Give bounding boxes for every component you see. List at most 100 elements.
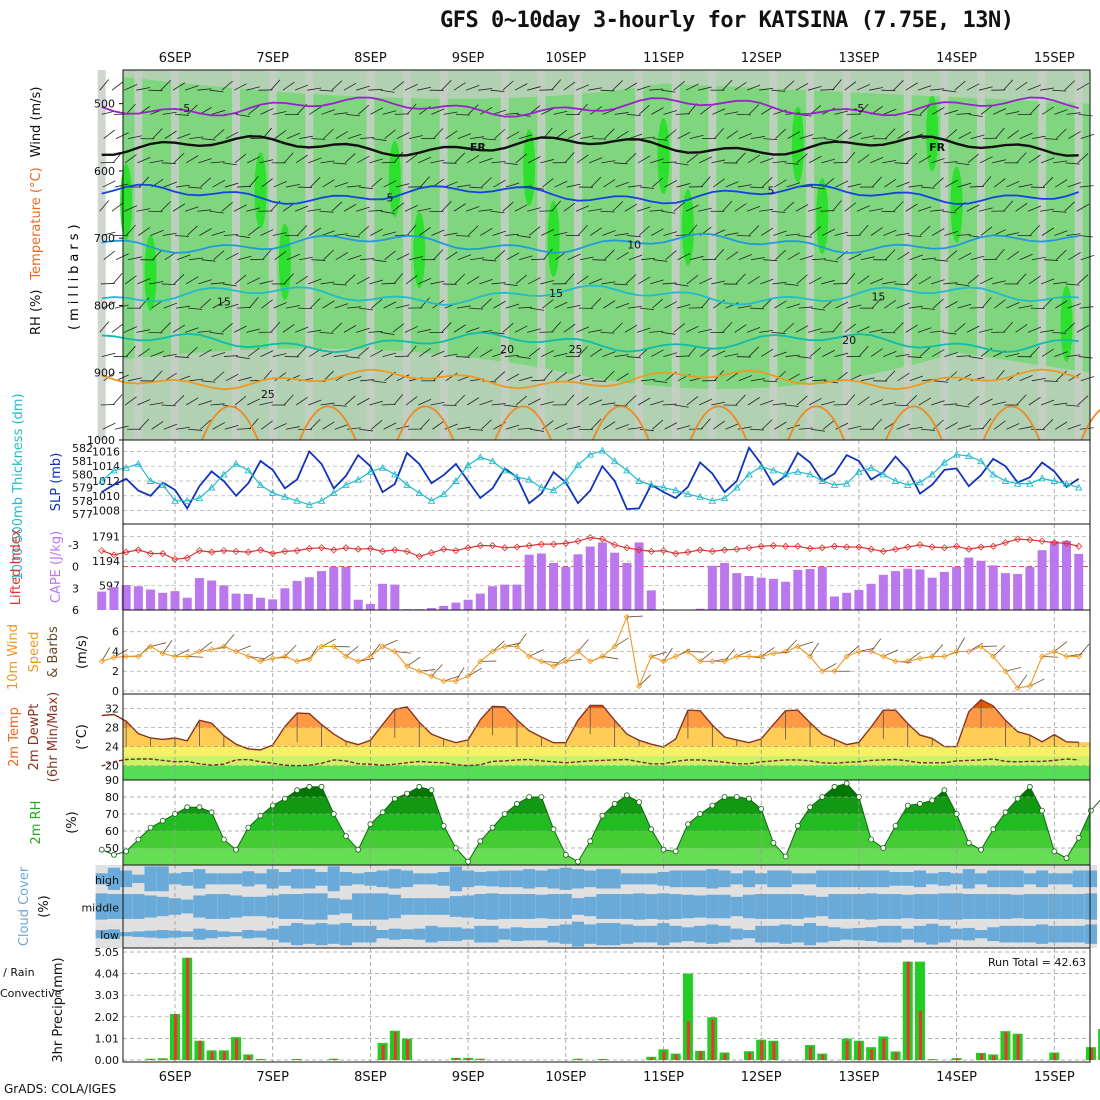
wind-barb (869, 87, 883, 91)
cloud-cover-bar (95, 930, 108, 939)
wind-barb (320, 160, 335, 164)
lifted-index-marker (342, 544, 350, 552)
rh-marker (440, 823, 447, 829)
wind-barb (773, 351, 787, 357)
wind-barb (311, 259, 326, 261)
cloud-cover-bar (742, 930, 756, 939)
wind-barb (542, 178, 554, 188)
wind-barb (478, 88, 493, 91)
wind-barb (821, 158, 835, 164)
wind-ylabel-2: Speed (27, 632, 42, 673)
rh-marker (330, 811, 337, 817)
wind-speed-marker (1075, 653, 1082, 660)
cloud-cover-bar (1011, 870, 1024, 888)
wind-barb (161, 404, 176, 407)
wind-barb (979, 156, 993, 164)
wind-barb (614, 233, 629, 236)
rh-marker (147, 824, 154, 831)
precip-convective-bar (1089, 1048, 1093, 1060)
wind-barb (404, 204, 418, 212)
wind-barb (197, 330, 212, 333)
wind-barb (651, 349, 664, 357)
wind-barb (160, 79, 171, 91)
wind-barb (175, 426, 190, 430)
wind-barb (1027, 205, 1042, 212)
wind-barb (528, 226, 541, 236)
wind-barb (931, 158, 945, 164)
precip-convective-bar (393, 1032, 397, 1060)
wind-barb (174, 114, 189, 116)
wind-barb (124, 154, 137, 164)
cloud-cover-bar (339, 871, 353, 886)
wind-speed-marker (574, 648, 582, 655)
wind-barb-10m (235, 645, 252, 652)
wind-barb (224, 303, 239, 309)
wind-barb (417, 207, 432, 212)
wind-barb (784, 404, 799, 407)
wind-barb (1054, 109, 1068, 115)
wind-barb (1044, 380, 1059, 382)
wind-barb (551, 79, 562, 91)
wind-barb (882, 402, 897, 406)
lifted-index-marker (940, 544, 948, 552)
wind-barb (493, 179, 506, 188)
lifted-index-marker (281, 547, 289, 555)
wind-barb (932, 298, 944, 309)
temp-ylabel-3: (6hr Min/Max) (46, 692, 61, 782)
wind-barb (261, 299, 273, 309)
cloud-cover-bar (840, 894, 853, 919)
rh-marker (575, 858, 581, 865)
warm-contour-arc (1080, 409, 1100, 441)
rh-marker (660, 846, 667, 853)
thickness-marker (794, 467, 802, 475)
cape-bar (854, 589, 864, 610)
wind-barb (749, 307, 764, 310)
rh-marker (135, 836, 142, 843)
lifted-index-marker (366, 544, 374, 553)
cape-bar (964, 557, 974, 610)
lifted-index-marker (415, 552, 423, 561)
wind-barb (1018, 183, 1033, 188)
rh-moist-patch (120, 163, 133, 240)
wind-barb (798, 306, 813, 309)
wind-barb (735, 394, 746, 406)
wind-barb (993, 178, 1006, 188)
contour-label: FR (929, 141, 946, 154)
wind-barb (797, 356, 812, 359)
cloud-cover-bar (767, 870, 780, 888)
wind-barb (282, 324, 295, 333)
main-ylabel2-group: (millibars) (67, 220, 82, 330)
wind-barb (372, 138, 387, 141)
wind-speed-marker (269, 655, 276, 662)
cloud-cover-bar (229, 873, 243, 885)
wind-barb (687, 224, 698, 236)
thickness-marker (220, 470, 228, 478)
thickness-marker (244, 466, 253, 474)
cloud-cover-bar (926, 873, 939, 885)
rh-moist-patch (278, 223, 291, 300)
wind-barb (993, 420, 1006, 430)
cape-bar (365, 603, 375, 610)
cape-bar (622, 562, 632, 610)
cape-bar (549, 562, 559, 610)
wind-barb (1066, 112, 1081, 115)
rh-marker (257, 812, 264, 819)
wind-barb (200, 298, 212, 309)
wind-barb (321, 109, 335, 115)
cloud-cover-bar (120, 870, 133, 888)
wind-barb (237, 428, 252, 430)
cloud-cover-bar (413, 928, 426, 940)
wind-barb (919, 346, 931, 357)
thickness-marker (818, 477, 827, 484)
cloud-cover-bar (132, 931, 145, 937)
wind-barb (198, 158, 212, 164)
wind-barb (405, 275, 418, 285)
wind-barb (368, 209, 383, 212)
wind-barb (319, 331, 334, 334)
wind-barb (139, 418, 150, 430)
cloud-cover-bar (632, 925, 646, 943)
temp-ylabel-2: 2m DewPt (27, 704, 42, 771)
wind-barb (185, 85, 199, 91)
wind-barb (274, 251, 287, 261)
slp-ylabel: SLP (mb) (49, 453, 64, 512)
